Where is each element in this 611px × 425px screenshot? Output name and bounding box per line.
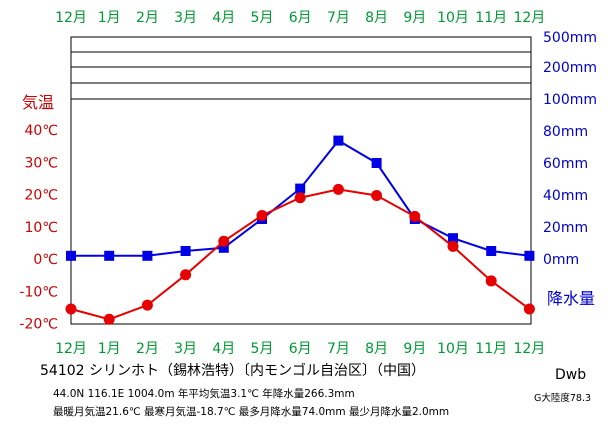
month-label-top: 6月: [289, 10, 312, 26]
precipitation-point: [371, 158, 382, 168]
station-stats-line1: 44.0N 116.1E 1004.0m 年平均気温3.1℃ 年降水量266.3…: [53, 388, 355, 400]
precipitation-tick-labels: 500mm 200mm 100mm 80mm 60mm 40mm 20mm 0mm: [543, 30, 597, 268]
top-month-labels: 12月 1月 2月 3月 4月 5月 6月 7月 8月 9月 10月 11月 12月: [55, 10, 545, 26]
temperature-tick-label: 20℃: [24, 188, 58, 204]
temperature-point: [332, 183, 344, 195]
month-label-bottom: 4月: [212, 341, 235, 357]
precipitation-tick-label: 80mm: [543, 124, 588, 140]
month-label-bottom: 3月: [174, 341, 197, 357]
temperature-point: [218, 235, 230, 247]
precipitation-point: [333, 135, 344, 146]
month-label-bottom: 1月: [98, 341, 121, 357]
precipitation-point: [104, 250, 115, 261]
temperature-tick-labels: 40℃ 30℃ 20℃ 10℃ 0℃ -10℃ -20℃: [19, 123, 58, 333]
temperature-tick-label: -20℃: [19, 317, 58, 333]
temperature-series: [65, 183, 535, 325]
month-label-top: 7月: [327, 10, 350, 26]
station-title: 54102 シリンホト（錫林浩特）〔内モンゴル自治区〕（中国）: [40, 363, 425, 379]
month-label-bottom: 12月: [55, 341, 87, 357]
month-label-top: 11月: [475, 10, 507, 26]
precipitation-point: [66, 250, 76, 261]
temperature-tick-label: 0℃: [33, 252, 58, 268]
bottom-month-labels: 12月 1月 2月 3月 4月 5月 6月 7月 8月 9月 10月 11月 12月: [55, 341, 545, 357]
precipitation-tick-label: 100mm: [543, 92, 597, 108]
temperature-tick-label: 30℃: [24, 155, 58, 171]
month-label-top: 3月: [174, 10, 197, 26]
month-label-bottom: 8月: [365, 341, 388, 357]
month-label-bottom: 12月: [513, 341, 545, 357]
month-label-top: 8月: [365, 10, 388, 26]
precipitation-point: [295, 183, 306, 194]
station-stats-line2: 最暖月気温21.6℃ 最寒月気温-18.7℃ 最多月降水量74.0mm 最少月降…: [53, 406, 450, 418]
temperature-tick-label: 10℃: [24, 220, 58, 236]
high-precipitation-lines: [71, 36, 531, 100]
month-label-top: 12月: [55, 10, 87, 26]
precipitation-point: [218, 242, 229, 253]
precipitation-tick-label: 0mm: [543, 252, 579, 268]
precipitation-tick-label: 200mm: [543, 60, 597, 76]
temperature-tick-label: 40℃: [24, 123, 58, 139]
precipitation-point: [524, 250, 535, 261]
temperature-point: [371, 189, 383, 201]
temperature-axis-title: 気温: [22, 93, 54, 112]
precipitation-tick-label: 20mm: [543, 220, 588, 236]
temperature-point: [65, 303, 77, 315]
month-label-bottom: 11月: [475, 341, 507, 357]
month-label-bottom: 5月: [251, 341, 274, 357]
month-label-top: 5月: [251, 10, 274, 26]
month-label-top: 1月: [98, 10, 121, 26]
temperature-point: [180, 269, 192, 281]
precipitation-point: [142, 250, 153, 261]
temperature-point: [141, 299, 153, 311]
temperature-point: [485, 275, 497, 287]
temperature-tick-label: -10℃: [19, 284, 58, 300]
temperature-point: [103, 313, 115, 325]
month-label-top: 9月: [403, 10, 426, 26]
month-label-top: 4月: [212, 10, 235, 26]
plot-frame: [70, 36, 532, 325]
climate-classification: Dwb: [555, 367, 587, 383]
precipitation-tick-label: 500mm: [543, 30, 597, 46]
temperature-point: [409, 210, 421, 222]
continentality-index: G大陸度78.3: [534, 393, 592, 404]
climate-chart: 12月 1月 2月 3月 4月 5月 6月 7月 8月 9月 10月 11月 12月 12月 1月 2月 3月…: [19, 10, 597, 357]
month-label-bottom: 6月: [289, 341, 312, 357]
precipitation-tick-label: 60mm: [543, 156, 588, 172]
month-label-bottom: 7月: [327, 341, 350, 357]
temperature-point: [523, 303, 535, 315]
temperature-point: [447, 240, 459, 252]
temperature-line: [70, 188, 530, 321]
precipitation-point: [180, 246, 191, 256]
temperature-point: [256, 209, 268, 221]
precipitation-series: [66, 135, 535, 261]
precipitation-point: [486, 246, 497, 256]
month-label-bottom: 2月: [136, 341, 159, 357]
precipitation-axis-title: 降水量: [547, 289, 595, 308]
precipitation-point: [448, 233, 458, 244]
precipitation-tick-label: 40mm: [543, 188, 588, 204]
temperature-point: [294, 192, 306, 204]
month-label-bottom: 10月: [437, 341, 469, 357]
month-label-top: 10月: [437, 10, 469, 26]
month-label-top: 12月: [513, 10, 545, 26]
month-label-bottom: 9月: [403, 341, 426, 357]
month-label-top: 2月: [136, 10, 159, 26]
